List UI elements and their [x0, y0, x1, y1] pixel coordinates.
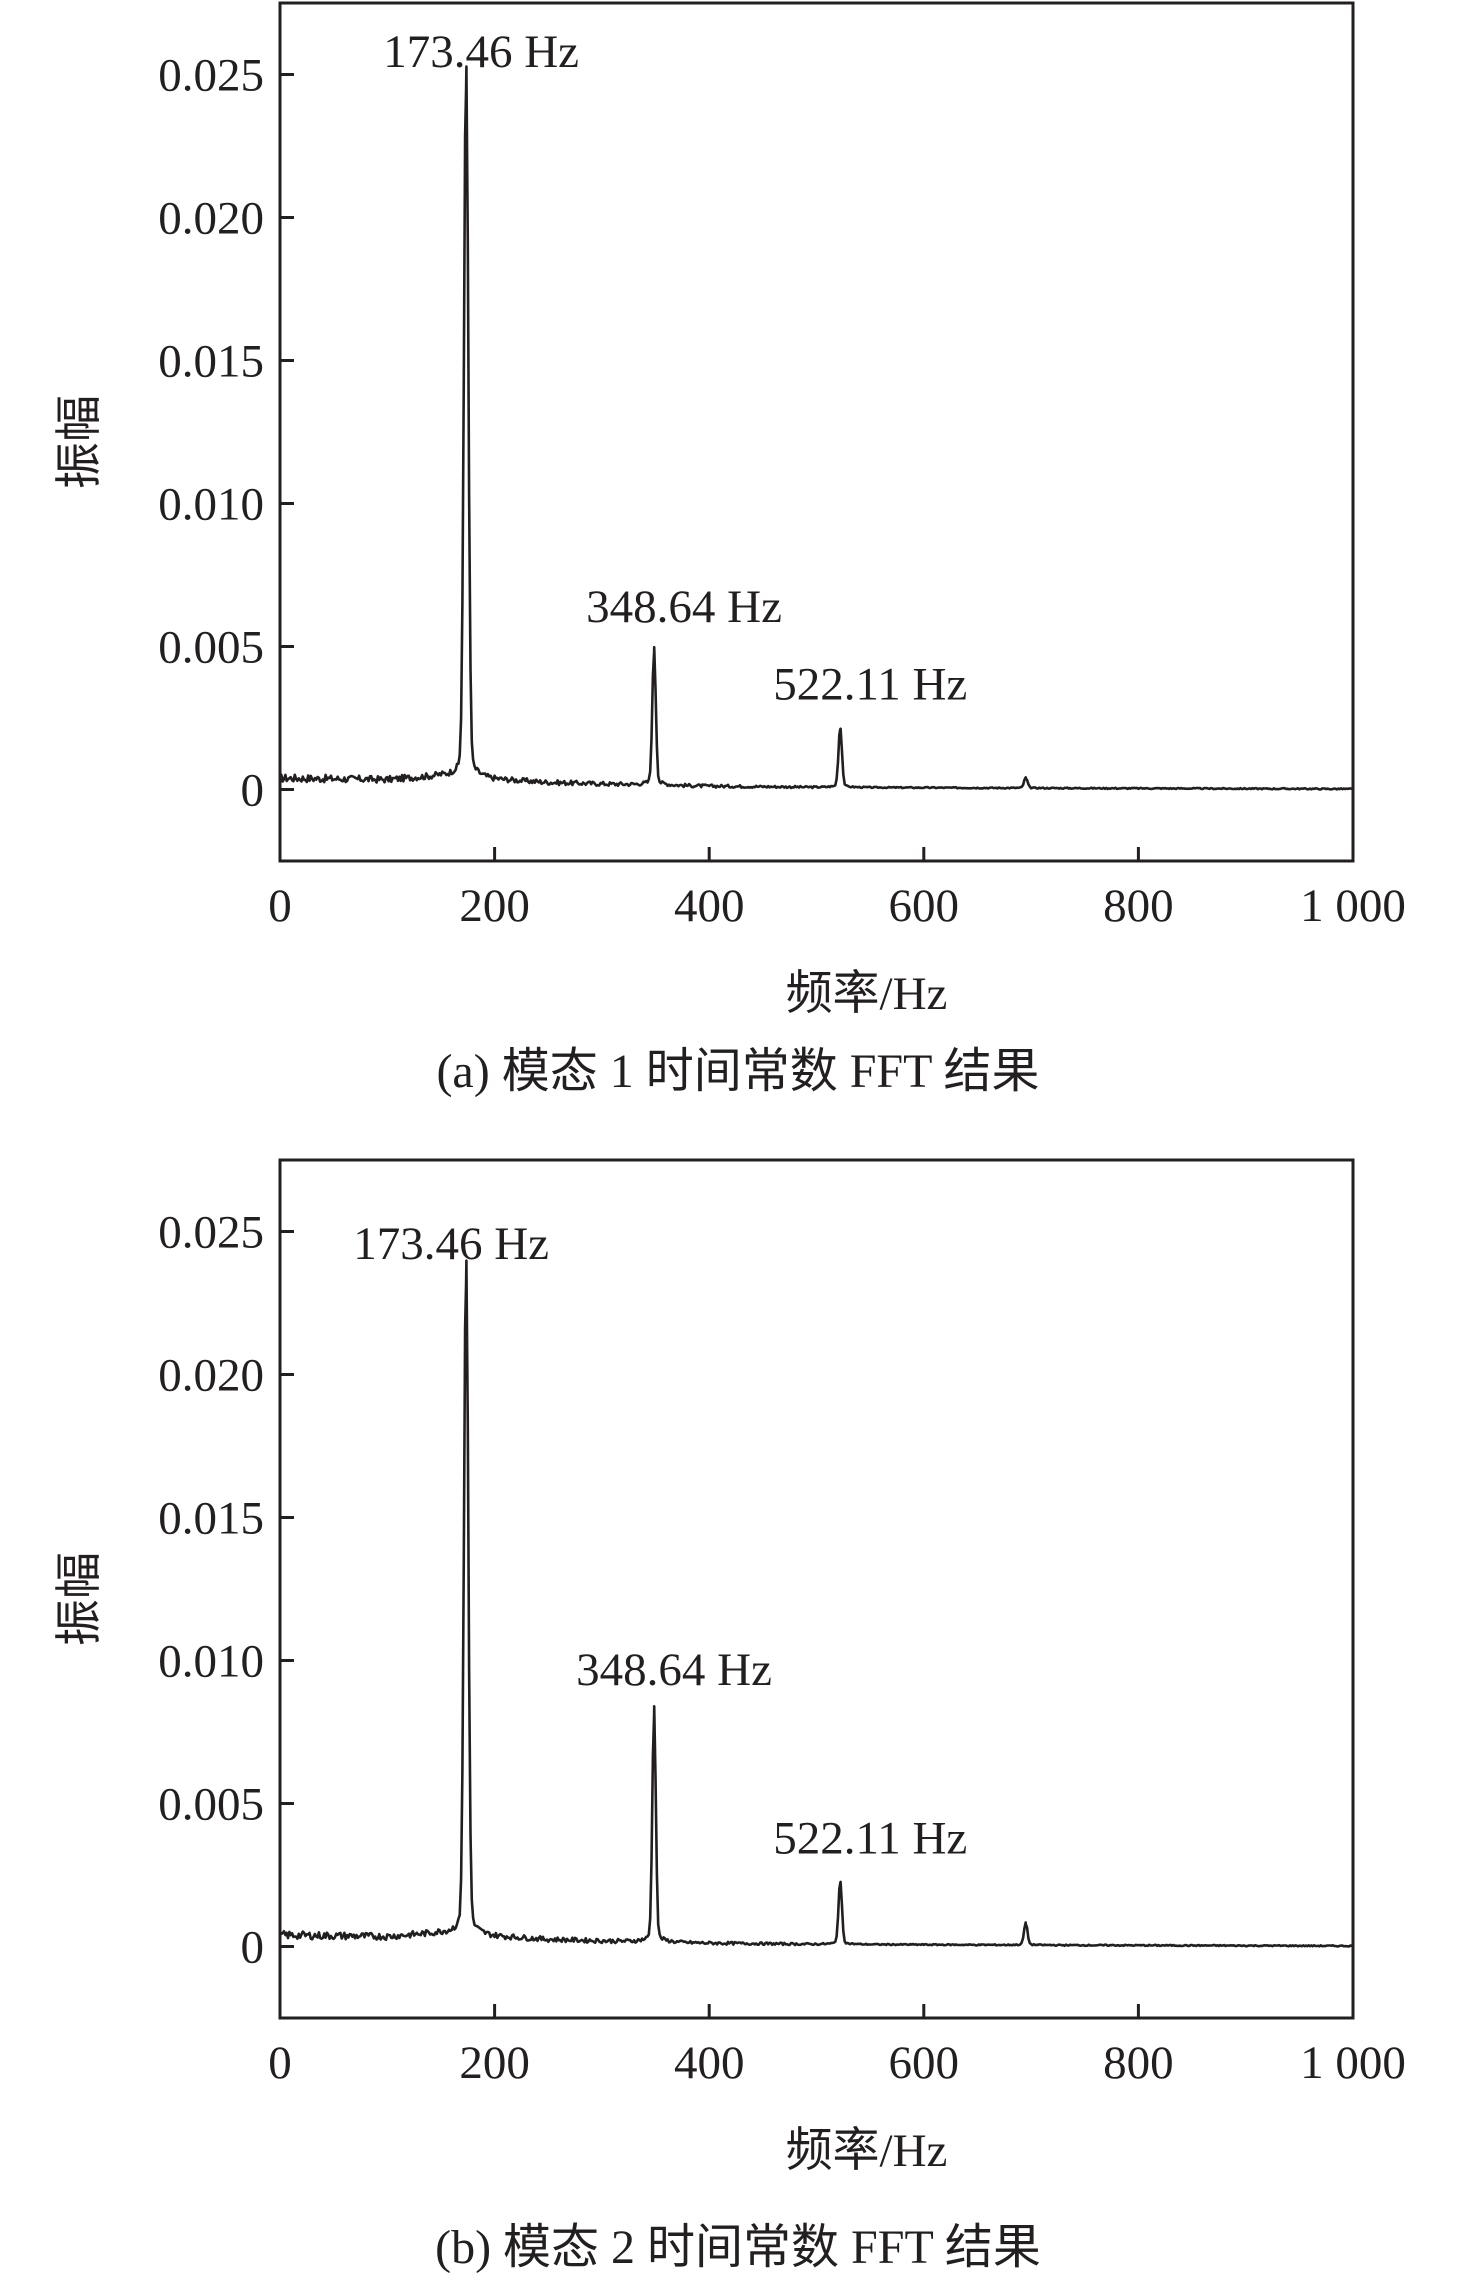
- plot-frame: [278, 1, 1355, 863]
- y-tick-label: 0.015: [158, 336, 264, 388]
- y-tick-label: 0: [241, 765, 265, 817]
- chart-panel-a: 0 0.005 0.010 0.015 0.020 0.025 0 200 400 600 800 1…: [54, 1, 1406, 1098]
- y-tick-label: 0.010: [158, 1636, 264, 1688]
- fft-spectrum-line: [279, 65, 1354, 791]
- y-tick-label: 0.015: [158, 1493, 264, 1545]
- y-tick-label: 0: [241, 1922, 265, 1974]
- x-tick-label: 200: [459, 880, 530, 932]
- y-tick-label: 0.010: [158, 479, 264, 531]
- x-tick-label: 200: [459, 2037, 530, 2089]
- chart-caption-a: (a) 模态 1 时间常数 FFT 结果: [436, 1045, 1040, 1098]
- x-tick-label: 800: [1103, 2037, 1174, 2089]
- chart-caption-b: (b) 模态 2 时间常数 FFT 结果: [435, 2221, 1041, 2274]
- y-tick-label: 0.020: [158, 193, 264, 245]
- x-tick-label: 600: [889, 880, 960, 932]
- x-tick-label: 0: [268, 2037, 292, 2089]
- x-tick-label: 400: [674, 880, 745, 932]
- chart-panel-b: 0 0.005 0.010 0.015 0.020 0.025 0 200 400 600 800 1…: [0, 1146, 1476, 2290]
- y-tick-label: 0.020: [158, 1350, 264, 1402]
- peak-annotation: 173.46 Hz: [353, 1218, 549, 1270]
- x-tick-label: 800: [1103, 880, 1174, 932]
- x-tick-label: 1 000: [1300, 880, 1406, 932]
- plot-frame: [278, 1158, 1355, 2020]
- y-tick-label: 0.025: [158, 50, 264, 102]
- fft-chart-b: 0 0.005 0.010 0.015 0.020 0.025 0 200 400 600 800 1…: [54, 1158, 1406, 2177]
- y-axis-title: 振幅: [54, 395, 106, 489]
- x-tick-label: 1 000: [1300, 2037, 1406, 2089]
- x-tick-label: 0: [268, 880, 292, 932]
- peak-annotation: 173.46 Hz: [383, 26, 579, 78]
- x-axis-title: 频率/Hz: [786, 968, 948, 1020]
- x-axis-title: 频率/Hz: [786, 2125, 948, 2177]
- x-tick-label: 600: [889, 2037, 960, 2089]
- peak-annotation: 522.11 Hz: [773, 658, 967, 710]
- y-axis-title: 振幅: [54, 1552, 106, 1646]
- peak-annotation: 522.11 Hz: [773, 1813, 967, 1865]
- fft-chart-a: 0 0.005 0.010 0.015 0.020 0.025 0 200 400 600 800 1…: [54, 1, 1406, 1020]
- x-tick-label: 400: [674, 2037, 745, 2089]
- peak-annotation: 348.64 Hz: [586, 581, 782, 633]
- fft-spectrum-line: [278, 1259, 1354, 1948]
- y-tick-label: 0.005: [158, 1779, 264, 1831]
- y-tick-label: 0.005: [158, 622, 264, 674]
- y-tick-label: 0.025: [158, 1207, 264, 1259]
- peak-annotation: 348.64 Hz: [576, 1644, 772, 1696]
